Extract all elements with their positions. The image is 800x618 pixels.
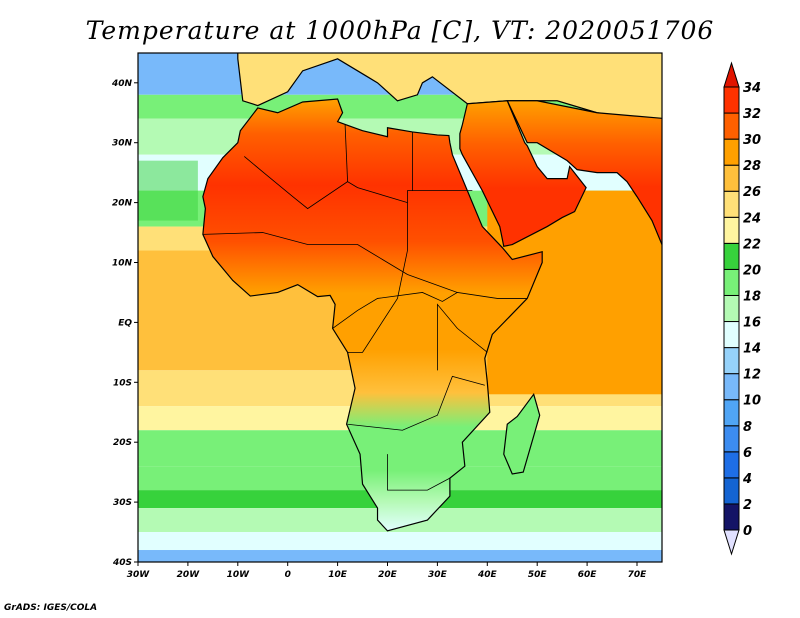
colorbar-label: 30 bbox=[743, 133, 761, 148]
colorbar-segment bbox=[723, 164, 740, 192]
plot-title: Temperature at 1000hPa [C], VT: 20200517… bbox=[85, 16, 715, 45]
colorbar-label: 22 bbox=[743, 237, 761, 252]
map-area bbox=[138, 53, 662, 562]
madagascar-land bbox=[503, 392, 541, 475]
country-border bbox=[436, 303, 488, 371]
colorbar-segment bbox=[723, 425, 740, 453]
x-tick-label: 10E bbox=[328, 570, 348, 580]
y-tick-label: 10S bbox=[113, 378, 132, 388]
x-tick-label: 20W bbox=[177, 570, 201, 580]
y-tick-label: 30N bbox=[112, 139, 133, 149]
colorbar-label: 28 bbox=[743, 159, 761, 174]
colorbar-segment bbox=[723, 399, 740, 427]
colorbar-segment bbox=[723, 451, 740, 479]
axes: 30W 20W 10W 0 10E 20E 30E 40E 50E 60E 70E 40S 30S 20S… bbox=[111, 79, 647, 580]
y-tick-label: 20S bbox=[113, 438, 132, 448]
colorbar-label: 18 bbox=[743, 289, 761, 304]
x-tick-label: 40E bbox=[477, 570, 498, 580]
colorbar-label: 14 bbox=[743, 342, 761, 357]
colorbar-segment bbox=[723, 268, 740, 296]
x-tick-label: 70E bbox=[628, 570, 648, 580]
colorbar-segment bbox=[723, 242, 740, 270]
colorbar-label: 20 bbox=[743, 263, 761, 278]
x-tick-label: 30E bbox=[428, 570, 448, 580]
country-border bbox=[344, 124, 348, 182]
arabian-peninsula-land bbox=[459, 100, 587, 248]
colorbar-label: 6 bbox=[743, 446, 752, 461]
colorbar-label: 34 bbox=[743, 81, 761, 96]
colorbar-under-triangle bbox=[723, 529, 740, 556]
plot-frame bbox=[137, 52, 663, 563]
colorbar-segment bbox=[723, 138, 740, 166]
colorbar-segment bbox=[723, 190, 740, 218]
iran-pakistan-india-land bbox=[506, 100, 662, 246]
colorbar-label: 8 bbox=[743, 420, 752, 435]
colorbar-label: 10 bbox=[743, 394, 761, 409]
colorbar-segment bbox=[723, 86, 740, 114]
y-tick-label: 10N bbox=[112, 259, 133, 269]
colorbar-segment bbox=[723, 112, 740, 140]
colorbar-segment bbox=[723, 294, 740, 323]
colorbar-label: 4 bbox=[742, 472, 752, 487]
colorbar-label: 0 bbox=[743, 524, 752, 539]
colorbar-segment bbox=[723, 477, 740, 505]
country-border bbox=[332, 292, 528, 329]
x-tick-label: 50E bbox=[528, 570, 548, 580]
colorbar-segment bbox=[723, 321, 740, 349]
colorbar-over-triangle bbox=[723, 61, 740, 88]
y-tick-label: 40N bbox=[111, 79, 133, 89]
x-tick-label: 20E bbox=[378, 570, 398, 580]
country-border bbox=[347, 202, 408, 353]
x-tick-label: 60E bbox=[578, 570, 598, 580]
y-tick-label: 30S bbox=[113, 498, 132, 508]
colorbar-segment bbox=[723, 347, 740, 375]
ocean-temperature-band bbox=[138, 532, 662, 551]
y-tick-label: 40S bbox=[112, 558, 132, 568]
colorbar-label: 26 bbox=[743, 185, 761, 200]
x-tick-label: 30W bbox=[127, 570, 151, 580]
country-border bbox=[202, 232, 458, 293]
grads-credit: GrADS: IGES/COLA bbox=[4, 603, 98, 613]
country-border bbox=[412, 131, 473, 192]
x-tick-label: 0 bbox=[285, 570, 291, 580]
atlantic-green-region bbox=[138, 160, 198, 221]
ocean-temperature-band bbox=[138, 550, 662, 562]
y-tick-label: EQ bbox=[118, 318, 132, 328]
africa-land bbox=[202, 98, 543, 532]
colorbar-segment bbox=[723, 216, 740, 244]
colorbar-segment bbox=[723, 373, 740, 401]
country-border bbox=[347, 375, 485, 431]
colorbar-segment bbox=[723, 503, 740, 531]
colorbar-label: 16 bbox=[743, 316, 761, 331]
colorbar-label: 12 bbox=[743, 368, 761, 383]
x-tick-label: 10W bbox=[227, 570, 251, 580]
colorbar-label: 32 bbox=[743, 107, 761, 122]
country-border bbox=[387, 454, 451, 491]
y-tick-label: 20N bbox=[112, 199, 133, 209]
colorbar-label: 2 bbox=[743, 498, 752, 513]
colorbar-label: 24 bbox=[743, 211, 761, 226]
